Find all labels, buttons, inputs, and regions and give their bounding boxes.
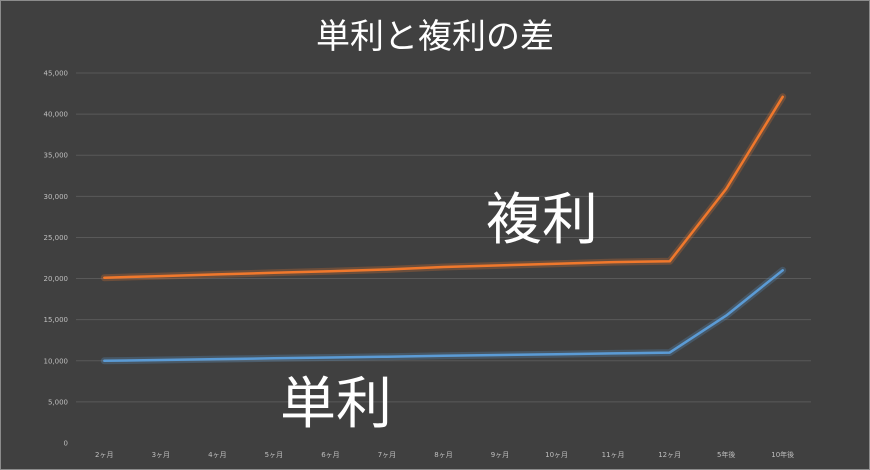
x-tick-label: 10年後 bbox=[771, 450, 794, 459]
x-tick-label: 5年後 bbox=[717, 450, 735, 459]
x-tick-label: 11ヶ月 bbox=[602, 451, 625, 459]
series-label-simple: 単利 bbox=[280, 372, 392, 437]
y-tick-label: 20,000 bbox=[44, 275, 69, 283]
x-tick-label: 4ヶ月 bbox=[208, 451, 226, 459]
x-tick-label: 2ヶ月 bbox=[95, 451, 113, 459]
y-tick-label: 5,000 bbox=[48, 398, 68, 406]
x-tick-label: 9ヶ月 bbox=[491, 451, 509, 459]
x-tick-label: 5ヶ月 bbox=[265, 451, 283, 459]
x-tick-label: 12ヶ月 bbox=[658, 451, 681, 459]
y-tick-label: 15,000 bbox=[44, 316, 69, 324]
series-line-glow bbox=[100, 93, 787, 282]
x-tick-label: 8ヶ月 bbox=[434, 451, 452, 459]
series-lines bbox=[100, 93, 787, 365]
series-line-glow bbox=[100, 266, 787, 365]
chart-title: 単利と複利の差 bbox=[316, 17, 554, 57]
series-label-compound: 複利 bbox=[486, 188, 598, 253]
series-line-simple bbox=[103, 269, 784, 363]
y-tick-label: 0 bbox=[64, 440, 68, 448]
x-tick-label: 6ヶ月 bbox=[321, 451, 339, 459]
y-tick-label: 35,000 bbox=[44, 152, 69, 160]
y-axis-ticks: 0 5,000 10,000 15,000 20,000 25,000 30,000 35,0… bbox=[44, 70, 69, 448]
x-tick-label: 3ヶ月 bbox=[152, 451, 170, 459]
y-tick-label: 45,000 bbox=[44, 70, 69, 78]
series-line-compound bbox=[103, 95, 784, 279]
x-tick-label: 10ヶ月 bbox=[545, 451, 568, 459]
y-tick-label: 10,000 bbox=[44, 357, 69, 365]
y-tick-label: 40,000 bbox=[44, 111, 69, 119]
y-tick-label: 25,000 bbox=[44, 234, 69, 242]
gridlines bbox=[76, 72, 811, 403]
x-tick-label: 7ヶ月 bbox=[378, 451, 396, 459]
x-axis-ticks: 2ヶ月 3ヶ月 4ヶ月 5ヶ月 6ヶ月 7ヶ月 8ヶ月 9ヶ月 10ヶ月 11ヶ月 12ヶ月 5年後 1… bbox=[95, 450, 794, 459]
y-tick-label: 30,000 bbox=[44, 193, 69, 201]
